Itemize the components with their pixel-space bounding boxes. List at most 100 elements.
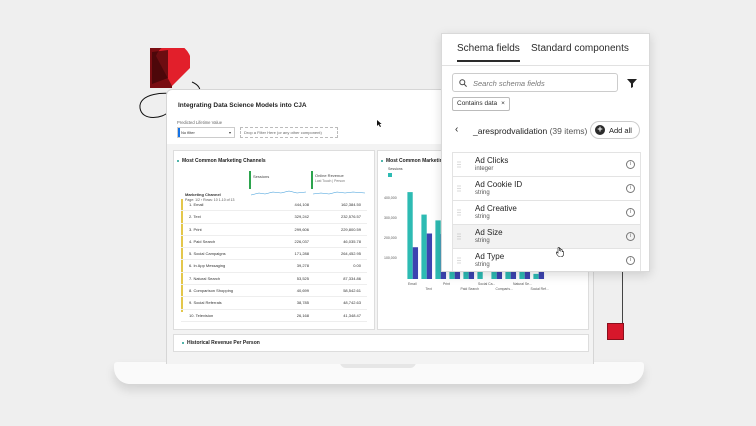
bar-sessions[interactable] xyxy=(407,192,413,279)
bar-revenue[interactable] xyxy=(538,270,545,279)
table-header: Sessions Online Revenue Last Touch | Per… xyxy=(181,171,367,202)
tab-divider xyxy=(442,65,649,66)
freeform-table-panel: Most Common Marketing Channels Sessions … xyxy=(173,150,375,330)
table-row[interactable]: 3. Print 299,606 229,800.59 xyxy=(181,224,367,236)
x-tick-label: Social Ca... xyxy=(478,282,495,286)
filter-tag[interactable]: Contains data × xyxy=(452,97,510,111)
historical-revenue-panel[interactable]: Historical Revenue Per Person xyxy=(173,334,589,352)
col-revenue[interactable]: Online Revenue xyxy=(315,173,344,178)
schema-path: _aresprodvalidation (39 items) xyxy=(473,126,587,136)
schema-field-item[interactable]: Ad Creative string i xyxy=(452,201,641,225)
tab-standard-components[interactable]: Standard components xyxy=(531,43,629,54)
filter-label: Predicted Lifetime Value xyxy=(177,120,223,125)
row-sessions: 329,242 xyxy=(294,214,309,220)
add-all-button[interactable]: + Add all xyxy=(590,121,640,139)
drag-handle-icon[interactable] xyxy=(457,185,461,192)
search-icon xyxy=(459,79,467,87)
table-row[interactable]: 4. Paid Search 226,037 46,035.78 xyxy=(181,236,367,249)
schema-field-item[interactable]: Ad Type string i xyxy=(452,249,641,271)
y-tick-label: 100,000 xyxy=(384,256,397,260)
metric-accent xyxy=(311,171,313,189)
bar-revenue[interactable] xyxy=(524,269,531,279)
chart-panel-title: Most Common Marketing Channels xyxy=(381,158,470,164)
bar-revenue[interactable] xyxy=(510,267,517,279)
hand-cursor-icon xyxy=(556,247,564,257)
x-tick-label: Natural Se... xyxy=(513,282,532,286)
row-sessions: 226,037 xyxy=(294,238,309,244)
field-type: string xyxy=(475,238,490,244)
bar-revenue[interactable] xyxy=(454,269,461,279)
row-channel: 10. Television xyxy=(189,312,214,318)
bar-sessions[interactable] xyxy=(421,214,427,279)
row-channel: 3. Print xyxy=(189,226,202,232)
drag-handle-icon[interactable] xyxy=(457,161,461,168)
bar-sessions[interactable] xyxy=(491,268,497,279)
bar-sessions[interactable] xyxy=(505,271,511,279)
info-icon[interactable]: i xyxy=(626,232,635,241)
schema-field-item[interactable]: Ad Cookie ID string i xyxy=(452,177,641,201)
x-tick-label: Comparis... xyxy=(496,287,513,291)
dimension-header[interactable]: Marketing Channel xyxy=(185,192,221,197)
field-name: Ad Type xyxy=(475,252,505,261)
row-sessions: 38,785 xyxy=(296,300,309,306)
info-icon[interactable]: i xyxy=(626,160,635,169)
bar-revenue[interactable] xyxy=(412,247,419,279)
field-type: string xyxy=(475,262,490,268)
laptop-base xyxy=(114,362,644,384)
filter-dropdown[interactable]: No filter ▾ xyxy=(177,127,235,138)
decorative-line xyxy=(622,262,623,327)
bar-sessions[interactable] xyxy=(533,273,539,279)
info-icon[interactable]: i xyxy=(626,256,635,265)
schema-field-item[interactable]: Ad Size string i xyxy=(452,225,641,249)
row-channel: 7. Natural Search xyxy=(189,275,221,281)
tab-schema-fields[interactable]: Schema fields xyxy=(457,43,520,62)
bar-sessions[interactable] xyxy=(435,220,441,279)
bar-sessions[interactable] xyxy=(477,271,483,279)
table-row[interactable]: 2. Text 329,242 232,576.57 xyxy=(181,211,367,224)
field-name: Ad Clicks xyxy=(475,156,509,165)
metric-accent xyxy=(249,171,251,189)
sparkline-sessions xyxy=(251,190,306,196)
drag-handle-icon[interactable] xyxy=(457,209,461,216)
schema-field-item[interactable]: Ad Clicks integer i xyxy=(452,152,641,177)
row-revenue: 41,348.47 xyxy=(343,312,361,318)
table-row[interactable]: 9. Social Referrals 38,785 48,742.63 xyxy=(181,297,367,310)
bar-revenue[interactable] xyxy=(426,233,433,279)
table-row[interactable]: 5. Social Campaigns 171,288 264,452.95 xyxy=(181,248,367,261)
x-tick-label: Social Ref... xyxy=(531,287,549,291)
schema-fields-panel: Schema fields Standard components Contai… xyxy=(441,33,650,272)
drag-handle-icon[interactable] xyxy=(457,257,461,264)
x-tick-label: Email xyxy=(408,282,417,286)
chart-legend-label: Sessions xyxy=(388,167,403,171)
report-title: Integrating Data Science Models into CJA xyxy=(178,102,307,109)
field-type: integer xyxy=(475,166,494,172)
chevron-left-icon[interactable]: ‹ xyxy=(455,124,459,135)
row-sessions: 53,525 xyxy=(296,275,309,281)
drag-handle-icon[interactable] xyxy=(457,233,461,240)
row-revenue: 48,742.63 xyxy=(343,300,361,306)
table-row[interactable]: 1. Email 444,108 162,384.50 xyxy=(181,199,367,212)
col-sessions[interactable]: Sessions xyxy=(253,174,270,179)
table-row[interactable]: 8. Comparison Shopping 40,699 58,542.61 xyxy=(181,285,367,298)
row-channel: 9. Social Referrals xyxy=(189,300,222,306)
bar-sessions[interactable] xyxy=(519,271,525,279)
filter-button[interactable] xyxy=(622,73,641,92)
table-row[interactable]: 7. Natural Search 53,525 87,334.86 xyxy=(181,273,367,286)
row-revenue: 264,452.95 xyxy=(340,251,361,257)
search-input[interactable] xyxy=(471,76,615,91)
info-icon[interactable]: i xyxy=(626,208,635,217)
chevron-down-icon: ▾ xyxy=(228,130,231,135)
row-channel: 8. Comparison Shopping xyxy=(189,288,234,294)
info-icon[interactable]: i xyxy=(626,184,635,193)
row-revenue: 87,334.86 xyxy=(343,275,361,281)
y-tick-label: 200,000 xyxy=(384,236,397,240)
pagination-info[interactable]: Page: 1/2 › Rows: 10 1-10 of 13 xyxy=(185,198,235,202)
row-sessions: 171,288 xyxy=(294,251,309,257)
filter-drop-zone[interactable]: Drop a Filter Here (or any other compone… xyxy=(240,127,338,138)
row-sessions: 40,699 xyxy=(296,288,309,294)
close-icon[interactable]: × xyxy=(501,100,505,107)
table-row[interactable]: 10. Television 26,168 41,348.47 xyxy=(181,310,367,322)
table-row[interactable]: 6. In App Messaging 39,278 0.00 xyxy=(181,260,367,273)
row-channel: 1. Email xyxy=(189,202,204,207)
row-revenue: 58,542.61 xyxy=(343,288,361,294)
